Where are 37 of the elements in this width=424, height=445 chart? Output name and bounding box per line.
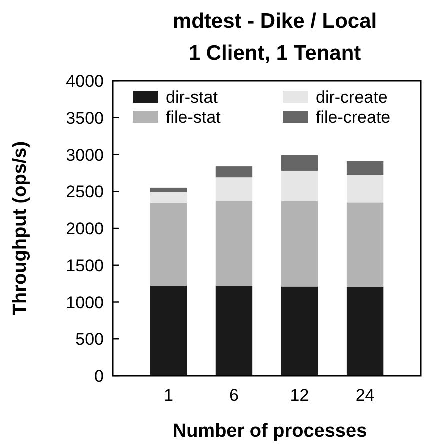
y-tick-label: 3000	[66, 146, 104, 165]
chart-subtitle: 1 Client, 1 Tenant	[188, 42, 362, 65]
bar	[150, 203, 188, 286]
x-axis-title: Number of processes	[172, 421, 368, 442]
legend-label: dir-create	[316, 88, 388, 107]
x-tick-label: 1	[164, 386, 174, 405]
bar	[346, 202, 384, 288]
bar	[150, 286, 188, 376]
bar	[150, 192, 188, 204]
bar	[281, 286, 318, 376]
bar	[216, 201, 253, 286]
legend-label: dir-stat	[166, 88, 218, 107]
y-tick-label: 2500	[66, 182, 104, 202]
y-axis-title: Throughput (ops/s)	[10, 141, 31, 316]
x-tick-label: 24	[356, 386, 375, 405]
y-tick-label: 1500	[66, 256, 104, 276]
bar	[150, 188, 188, 192]
bar	[346, 288, 384, 376]
y-tick-label: 4000	[66, 72, 104, 91]
bar	[281, 170, 318, 202]
y-tick-label: 0	[94, 367, 104, 386]
bar	[346, 161, 384, 176]
bar	[216, 178, 253, 202]
bar	[216, 166, 253, 178]
y-tick-label: 1000	[66, 293, 104, 312]
y-tick-label: 3500	[66, 108, 104, 128]
chart-title: mdtest - Dike / Local	[172, 10, 378, 33]
bar	[281, 155, 318, 171]
legend-label: file-stat	[166, 108, 222, 127]
bar	[281, 201, 318, 287]
bar	[216, 286, 253, 376]
x-tick-label: 12	[290, 386, 310, 405]
legend-label: file-create	[316, 108, 391, 127]
x-tick-label: 6	[230, 386, 239, 405]
y-tick-label: 500	[76, 330, 104, 350]
y-tick-label: 2000	[66, 220, 104, 238]
bar	[346, 175, 384, 203]
